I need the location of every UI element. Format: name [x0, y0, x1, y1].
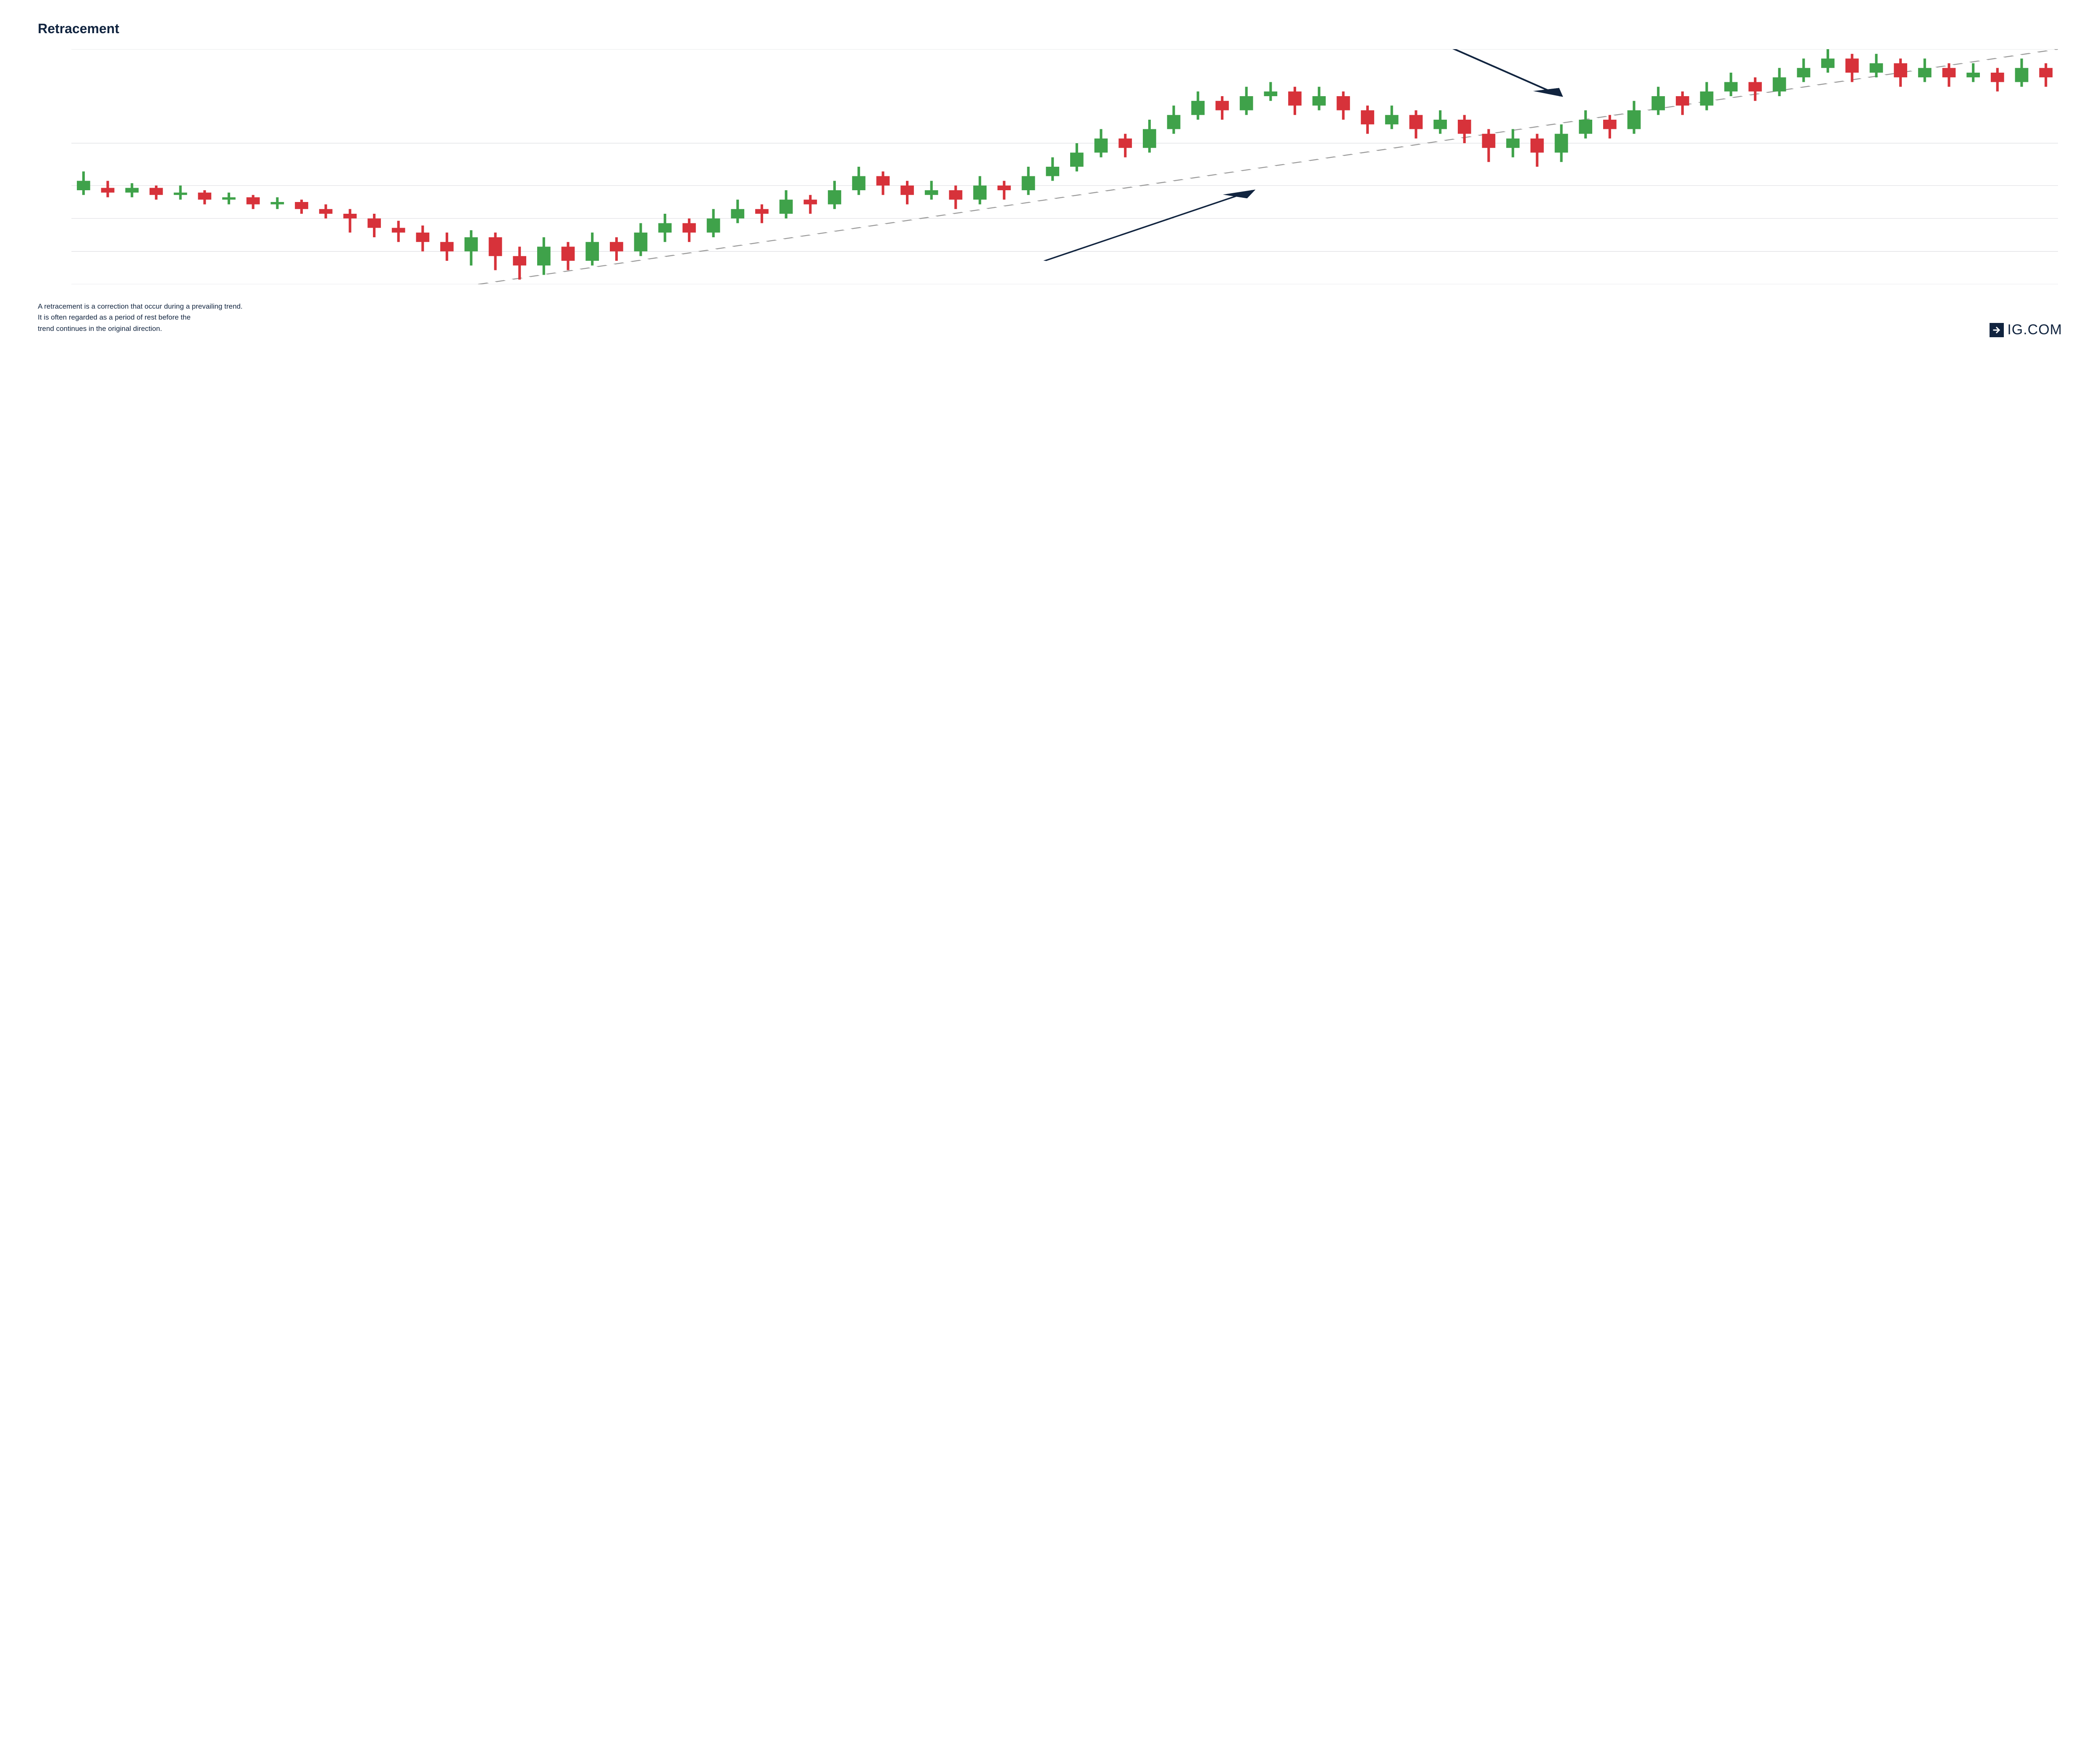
- caption-line-2: It is often regarded as a period of rest…: [38, 313, 191, 321]
- chart-svg: [71, 49, 2058, 284]
- candlestick-chart: [71, 49, 2058, 284]
- brand-logo: IG.COM: [1990, 322, 2062, 338]
- arrow-right-icon: [1990, 323, 2004, 337]
- chart-title: Retracement: [38, 21, 2062, 37]
- chart-container: [38, 49, 2062, 284]
- caption-line-3: trend continues in the original directio…: [38, 325, 162, 333]
- caption-line-1: A retracement is a correction that occur…: [38, 302, 243, 310]
- brand-logo-text: IG.COM: [2007, 322, 2062, 338]
- logo-row: IG.COM: [38, 322, 2062, 338]
